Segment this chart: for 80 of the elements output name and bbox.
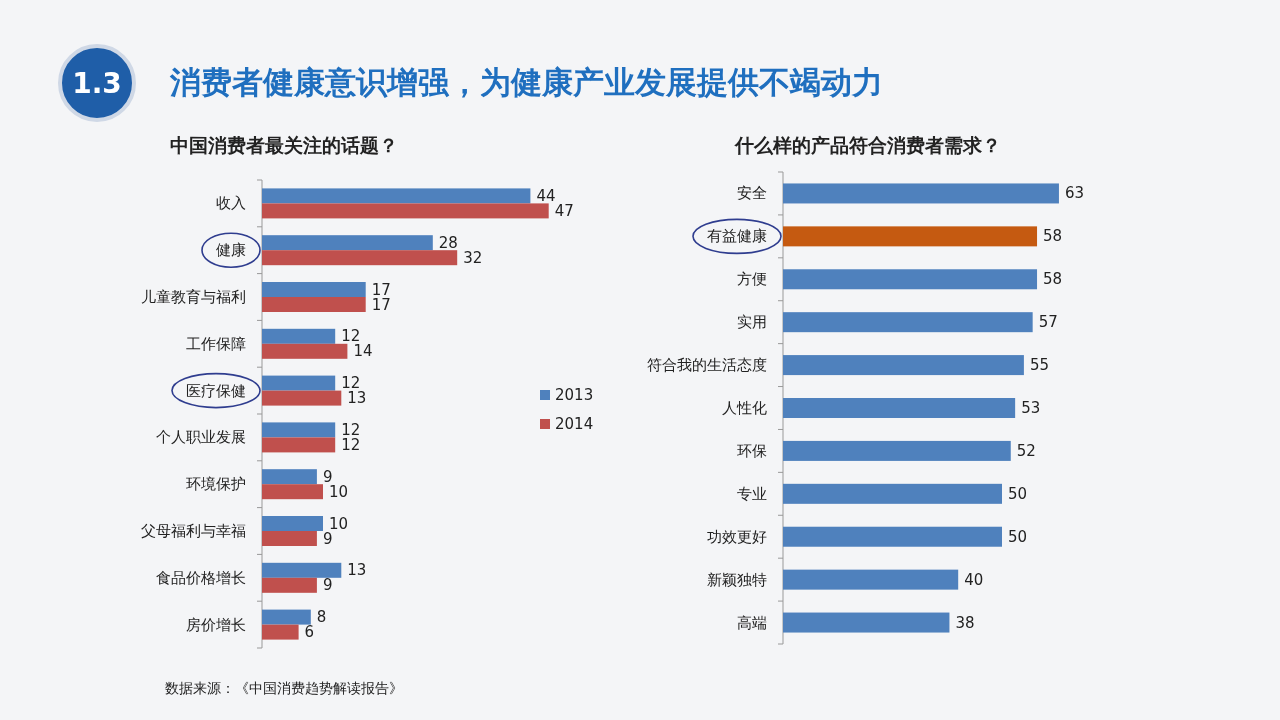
y-tick-label: 安全 xyxy=(737,184,767,203)
bar xyxy=(262,484,323,500)
data-label: 58 xyxy=(1043,227,1063,246)
y-tick-label: 人性化 xyxy=(722,399,767,417)
bar xyxy=(783,312,1033,333)
data-label: 50 xyxy=(1008,484,1028,503)
y-tick-label: 房价增长 xyxy=(186,615,246,634)
y-tick-label: 实用 xyxy=(737,313,767,332)
bar xyxy=(262,624,299,640)
data-label: 55 xyxy=(1029,356,1049,375)
bar xyxy=(262,297,366,312)
y-tick-label: 医疗保健 xyxy=(186,381,246,400)
bar xyxy=(262,343,348,359)
data-label: 14 xyxy=(353,342,373,361)
bar xyxy=(262,531,317,546)
bar xyxy=(262,609,311,625)
y-tick-label: 父母福利与幸福 xyxy=(141,522,246,540)
data-label: 32 xyxy=(463,248,483,267)
y-tick-label: 功效更好 xyxy=(707,527,767,546)
y-tick-label: 儿童教育与福利 xyxy=(141,288,246,306)
bar xyxy=(783,440,1011,461)
y-tick-label: 符合我的生活态度 xyxy=(647,356,767,375)
y-tick-label: 健康 xyxy=(216,241,246,260)
source-note: 数据来源：《中国消费趋势解读报告》 xyxy=(165,680,403,696)
y-tick-label: 有益健康 xyxy=(707,227,767,246)
data-label: 6 xyxy=(304,623,315,642)
data-label: 44 xyxy=(536,186,556,205)
data-label: 50 xyxy=(1008,527,1028,546)
data-label: 40 xyxy=(964,570,984,589)
bar xyxy=(783,269,1038,290)
bar xyxy=(262,375,336,391)
bar xyxy=(783,226,1038,247)
data-label: 63 xyxy=(1064,184,1085,203)
bar xyxy=(262,250,458,266)
y-tick-label: 个人职业发展 xyxy=(156,428,246,447)
bar xyxy=(262,235,433,251)
bar xyxy=(262,516,323,531)
data-label: 13 xyxy=(347,389,367,408)
bar xyxy=(783,355,1024,376)
bar xyxy=(262,437,336,453)
bar xyxy=(262,188,531,204)
text: 消费者健康意识增强，为健康产业发展提供不竭动力 xyxy=(169,64,883,100)
chart-title: 中国消费者最关注的话题？ xyxy=(170,134,398,156)
bar xyxy=(783,612,950,633)
chart-title: 什么样的产品符合消费者需求？ xyxy=(734,134,1001,156)
bar xyxy=(783,526,1002,547)
data-label: 9 xyxy=(322,576,333,595)
bar xyxy=(783,483,1002,504)
bar xyxy=(262,469,317,485)
data-label: 52 xyxy=(1016,441,1036,460)
data-label: 53 xyxy=(1021,399,1041,417)
bar xyxy=(783,569,959,590)
y-tick-label: 食品价格增长 xyxy=(156,568,246,587)
text: 1.3 xyxy=(72,67,122,100)
data-label: 47 xyxy=(554,201,574,220)
bar xyxy=(262,562,342,578)
bar xyxy=(262,422,336,438)
bar xyxy=(262,328,336,344)
y-tick-label: 环保 xyxy=(737,441,767,460)
legend-label: 2014 xyxy=(555,415,594,433)
legend-label: 2013 xyxy=(555,386,594,404)
data-label: 57 xyxy=(1038,313,1058,332)
data-label: 8 xyxy=(316,608,327,627)
y-tick-label: 新颖独特 xyxy=(707,570,767,589)
y-tick-label: 工作保障 xyxy=(186,334,246,353)
bar xyxy=(783,183,1059,204)
data-label: 13 xyxy=(347,561,367,580)
y-tick-label: 环境保护 xyxy=(186,475,246,494)
data-label: 58 xyxy=(1043,270,1063,289)
bar xyxy=(262,282,366,297)
y-tick-label: 方便 xyxy=(737,270,767,289)
bar xyxy=(262,203,549,219)
bar xyxy=(262,390,342,406)
bar xyxy=(262,577,317,593)
y-tick-label: 高端 xyxy=(737,613,767,632)
bar xyxy=(783,398,1016,418)
data-label: 28 xyxy=(438,233,458,252)
y-tick-label: 专业 xyxy=(737,484,767,503)
y-tick-label: 收入 xyxy=(216,194,246,213)
data-label: 38 xyxy=(955,613,975,632)
